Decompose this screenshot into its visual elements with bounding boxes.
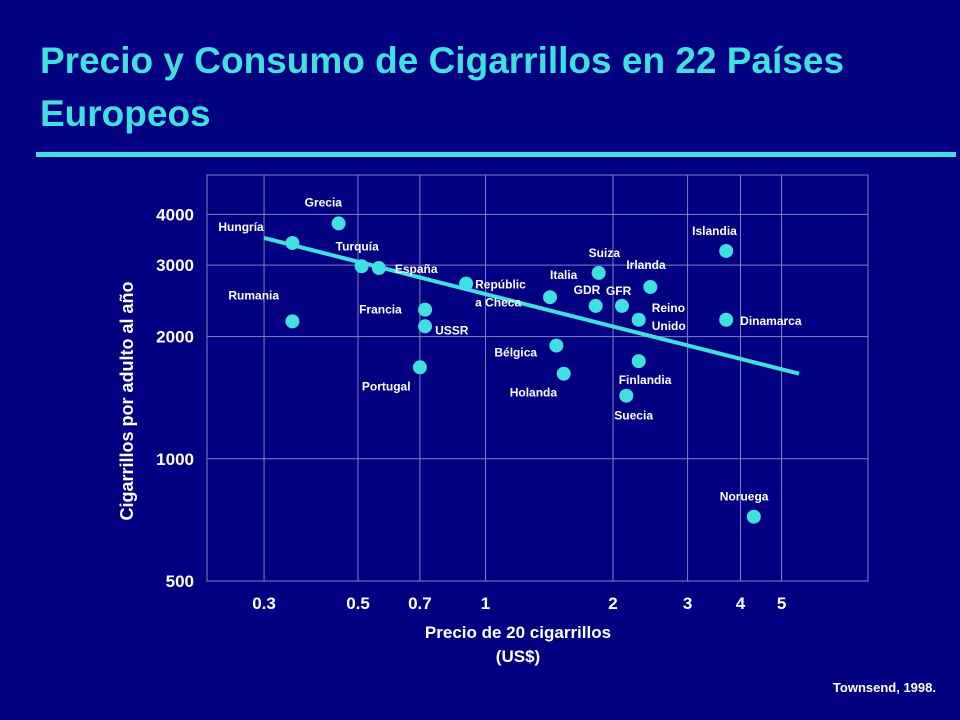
- point-label: Portugal: [362, 379, 411, 393]
- trendline: [263, 235, 800, 376]
- data-point: [631, 312, 646, 327]
- point-label: Irlanda: [626, 258, 666, 272]
- plot-frame: [206, 174, 869, 582]
- y-axis-label: Cigarrillos por adulto al año: [117, 281, 137, 520]
- x-tick-label: 0.5: [346, 594, 370, 613]
- point-label: Grecia: [305, 195, 343, 209]
- data-point: [412, 360, 427, 375]
- data-point: [619, 388, 634, 403]
- x-tick-labels: 0.3 0.5 0.7 1 2 3 4 5: [252, 594, 786, 613]
- point-label: Francia: [359, 303, 402, 317]
- point-label: GDR: [574, 283, 601, 297]
- data-point: [719, 243, 734, 258]
- point-label: Turquía: [336, 239, 379, 253]
- y-tick-label: 2000: [156, 328, 194, 347]
- data-point: [631, 354, 646, 369]
- source-citation: Townsend, 1998.: [832, 680, 936, 695]
- point-label: Suecia: [614, 409, 653, 423]
- data-point: [719, 312, 734, 327]
- point-label: Reino Unido: [652, 301, 686, 333]
- data-point: [591, 265, 606, 280]
- point-label: Noruega: [720, 490, 769, 504]
- data-point: [614, 298, 629, 313]
- x-tick-label: 0.3: [252, 594, 276, 613]
- point-label: Repúblic a Checa: [475, 278, 526, 310]
- point-label: Rumania: [228, 288, 279, 302]
- point-labels: Hungría Rumania Grecia Turquía España Francia…: [218, 195, 801, 503]
- data-point: [543, 290, 558, 305]
- y-tick-label: 500: [166, 572, 194, 591]
- point-label: Hungría: [218, 220, 264, 234]
- grid: [206, 174, 869, 582]
- point-label: USSR: [435, 323, 469, 337]
- point-label: Suiza: [589, 246, 621, 260]
- data-point: [354, 259, 369, 274]
- data-point: [418, 319, 433, 334]
- title-divider: [36, 152, 956, 157]
- trendline-group: [263, 235, 800, 376]
- y-tick-label: 1000: [156, 450, 194, 469]
- point-label: España: [395, 262, 438, 276]
- point-label: Islandia: [692, 224, 737, 238]
- point-label: GFR: [606, 284, 632, 298]
- data-point: [285, 314, 300, 329]
- data-point: [331, 216, 346, 231]
- page-title: Precio y Consumo de Cigarrillos en 22 Pa…: [40, 40, 845, 134]
- data-point: [459, 276, 474, 291]
- x-axis-label: Precio de 20 cigarrillos (US$): [425, 623, 611, 666]
- point-label: Italia: [550, 268, 578, 282]
- x-tick-label: 0.7: [408, 594, 432, 613]
- data-point: [285, 236, 300, 251]
- point-label: Dinamarca: [740, 314, 802, 328]
- point-label: Finlandia: [619, 373, 672, 387]
- point-label: Bélgica: [494, 346, 537, 360]
- point-label: Holanda: [510, 386, 558, 400]
- y-tick-label: 4000: [156, 205, 194, 224]
- x-tick-label: 3: [683, 594, 692, 613]
- x-tick-label: 5: [777, 594, 786, 613]
- data-point: [643, 279, 658, 294]
- data-points: [285, 216, 761, 524]
- data-point: [549, 338, 564, 353]
- data-point: [746, 509, 761, 524]
- y-tick-label: 3000: [156, 256, 194, 275]
- data-point: [418, 302, 433, 317]
- x-tick-label: 1: [481, 594, 490, 613]
- x-tick-label: 2: [608, 594, 617, 613]
- data-point: [371, 261, 386, 276]
- data-point: [556, 366, 571, 381]
- y-tick-labels: 500 1000 2000 3000 4000: [156, 205, 194, 591]
- x-tick-label: 4: [736, 594, 746, 613]
- data-point: [588, 298, 603, 313]
